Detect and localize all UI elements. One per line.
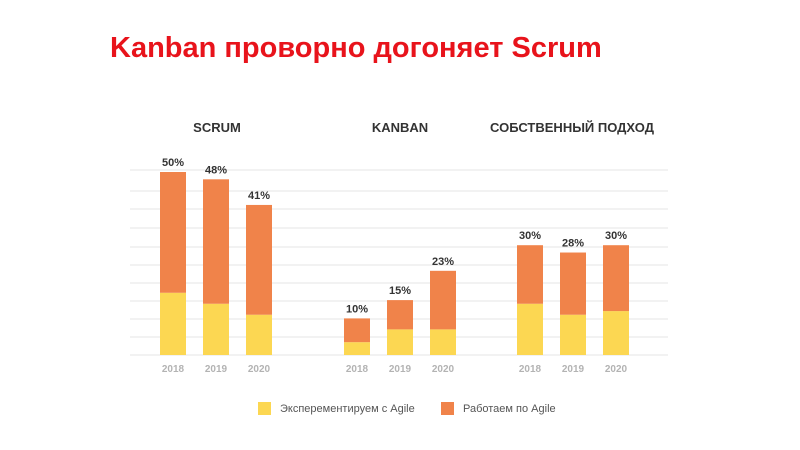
x-tick-label: 2019 (389, 364, 412, 375)
bar-working (387, 300, 413, 330)
x-tick-label: 2019 (205, 364, 228, 375)
legend-swatch-experimenting (258, 402, 271, 415)
bar-total-label: 30% (605, 230, 627, 242)
x-tick-label: 2020 (432, 364, 455, 375)
x-tick-label: 2019 (562, 364, 585, 375)
bar-experimenting (560, 314, 586, 355)
x-tick-label: 2018 (162, 364, 185, 375)
bar-working (603, 245, 629, 312)
bar-experimenting (246, 314, 272, 355)
bar-experimenting (160, 292, 186, 355)
legend-label-experimenting: Эксперементируем с Agile (280, 402, 415, 415)
bar-working (203, 179, 229, 304)
slide-title: Kanban проворно догоняет Scrum (110, 32, 602, 64)
bar-total-label: 41% (248, 190, 270, 202)
group-title: SCRUM (193, 120, 241, 135)
x-tick-label: 2018 (346, 364, 369, 375)
x-tick-label: 2020 (248, 364, 271, 375)
legend-swatch-working (441, 402, 454, 415)
bar-total-label: 28% (562, 238, 584, 250)
group-title: СОБСТВЕННЫЙ ПОДХОД (490, 120, 655, 135)
bar-total-label: 23% (432, 256, 454, 268)
chart-legend: Эксперементируем с Agile Работаем по Agi… (0, 402, 800, 422)
bar-working (160, 172, 186, 293)
bar-experimenting (430, 329, 456, 355)
bar-working (560, 252, 586, 315)
bar-working (344, 318, 370, 343)
bar-experimenting (517, 303, 543, 355)
bar-working (517, 245, 543, 304)
bar-working (430, 270, 456, 330)
x-tick-label: 2018 (519, 364, 542, 375)
x-tick-label: 2020 (605, 364, 628, 375)
bar-experimenting (344, 342, 370, 355)
bar-total-label: 10% (346, 303, 368, 315)
legend-label-working: Работаем по Agile (463, 402, 556, 415)
bar-experimenting (603, 311, 629, 355)
bar-total-label: 48% (205, 164, 227, 176)
bar-total-label: 30% (519, 230, 541, 242)
bar-total-label: 50% (162, 157, 184, 169)
bar-total-label: 15% (389, 285, 411, 297)
bar-experimenting (203, 303, 229, 355)
legend-item-working: Работаем по Agile (441, 402, 556, 415)
bar-working (246, 204, 272, 315)
bar-experimenting (387, 329, 413, 355)
group-title: KANBAN (372, 120, 428, 135)
legend-item-experimenting: Эксперементируем с Agile (258, 402, 415, 415)
